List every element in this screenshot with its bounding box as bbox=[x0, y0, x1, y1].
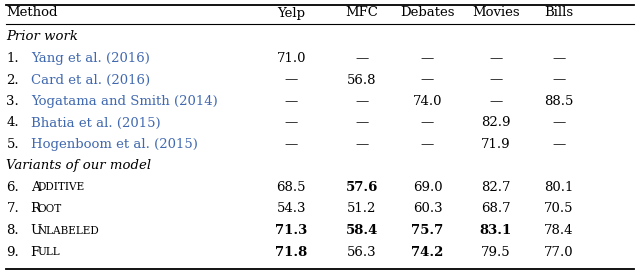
Text: —: — bbox=[552, 138, 565, 151]
Text: 1.: 1. bbox=[6, 52, 19, 65]
Text: 75.7: 75.7 bbox=[412, 224, 444, 237]
Text: 8.: 8. bbox=[6, 224, 19, 237]
Text: —: — bbox=[421, 73, 434, 87]
Text: R: R bbox=[31, 202, 41, 216]
Text: —: — bbox=[552, 117, 565, 130]
Text: Yogatama and Smith (2014): Yogatama and Smith (2014) bbox=[31, 95, 218, 108]
Text: —: — bbox=[490, 95, 502, 108]
Text: —: — bbox=[552, 73, 565, 87]
Text: 77.0: 77.0 bbox=[544, 246, 573, 258]
Text: 82.9: 82.9 bbox=[481, 117, 511, 130]
Text: NLABELED: NLABELED bbox=[38, 226, 99, 235]
Text: —: — bbox=[285, 117, 298, 130]
Text: —: — bbox=[421, 52, 434, 65]
Text: —: — bbox=[421, 138, 434, 151]
Text: 58.4: 58.4 bbox=[346, 224, 378, 237]
Text: 9.: 9. bbox=[6, 246, 19, 258]
Text: Movies: Movies bbox=[472, 7, 520, 20]
Text: 71.9: 71.9 bbox=[481, 138, 511, 151]
Text: 79.5: 79.5 bbox=[481, 246, 511, 258]
Text: —: — bbox=[285, 138, 298, 151]
Text: —: — bbox=[285, 73, 298, 87]
Text: —: — bbox=[285, 95, 298, 108]
Text: 71.3: 71.3 bbox=[275, 224, 307, 237]
Text: 51.2: 51.2 bbox=[347, 202, 376, 216]
Text: 6.: 6. bbox=[6, 181, 19, 194]
Text: Yelp: Yelp bbox=[277, 7, 305, 20]
Text: 71.0: 71.0 bbox=[276, 52, 306, 65]
Text: Bills: Bills bbox=[544, 7, 573, 20]
Text: Card et al. (2016): Card et al. (2016) bbox=[31, 73, 150, 87]
Text: —: — bbox=[355, 138, 368, 151]
Text: 78.4: 78.4 bbox=[544, 224, 573, 237]
Text: —: — bbox=[552, 52, 565, 65]
Text: ULL: ULL bbox=[38, 247, 60, 257]
Text: 71.8: 71.8 bbox=[275, 246, 307, 258]
Text: 68.7: 68.7 bbox=[481, 202, 511, 216]
Text: 83.1: 83.1 bbox=[480, 224, 512, 237]
Text: 80.1: 80.1 bbox=[544, 181, 573, 194]
Text: 54.3: 54.3 bbox=[276, 202, 306, 216]
Text: U: U bbox=[31, 224, 42, 237]
Text: 88.5: 88.5 bbox=[544, 95, 573, 108]
Text: 82.7: 82.7 bbox=[481, 181, 511, 194]
Text: 5.: 5. bbox=[6, 138, 19, 151]
Text: DDITIVE: DDITIVE bbox=[38, 183, 84, 192]
Text: 74.2: 74.2 bbox=[412, 246, 444, 258]
Text: —: — bbox=[490, 73, 502, 87]
Text: A: A bbox=[31, 181, 40, 194]
Text: Prior work: Prior work bbox=[6, 31, 78, 43]
Text: Bhatia et al. (2015): Bhatia et al. (2015) bbox=[31, 117, 161, 130]
Text: MFC: MFC bbox=[345, 7, 378, 20]
Text: Hogenboom et al. (2015): Hogenboom et al. (2015) bbox=[31, 138, 198, 151]
Text: —: — bbox=[355, 117, 368, 130]
Text: Variants of our model: Variants of our model bbox=[6, 160, 152, 172]
Text: 70.5: 70.5 bbox=[544, 202, 573, 216]
Text: 56.3: 56.3 bbox=[347, 246, 376, 258]
Text: —: — bbox=[355, 95, 368, 108]
Text: 2.: 2. bbox=[6, 73, 19, 87]
Text: Yang et al. (2016): Yang et al. (2016) bbox=[31, 52, 150, 65]
Text: 4.: 4. bbox=[6, 117, 19, 130]
Text: 69.0: 69.0 bbox=[413, 181, 442, 194]
Text: —: — bbox=[490, 52, 502, 65]
Text: 57.6: 57.6 bbox=[346, 181, 378, 194]
Text: 68.5: 68.5 bbox=[276, 181, 306, 194]
Text: Debates: Debates bbox=[400, 7, 455, 20]
Text: 56.8: 56.8 bbox=[347, 73, 376, 87]
Text: 74.0: 74.0 bbox=[413, 95, 442, 108]
Text: Method: Method bbox=[6, 7, 58, 20]
Text: 7.: 7. bbox=[6, 202, 19, 216]
Text: —: — bbox=[421, 117, 434, 130]
Text: —: — bbox=[355, 52, 368, 65]
Text: OOT: OOT bbox=[38, 204, 62, 214]
Text: 3.: 3. bbox=[6, 95, 19, 108]
Text: 60.3: 60.3 bbox=[413, 202, 442, 216]
Text: F: F bbox=[31, 246, 40, 258]
